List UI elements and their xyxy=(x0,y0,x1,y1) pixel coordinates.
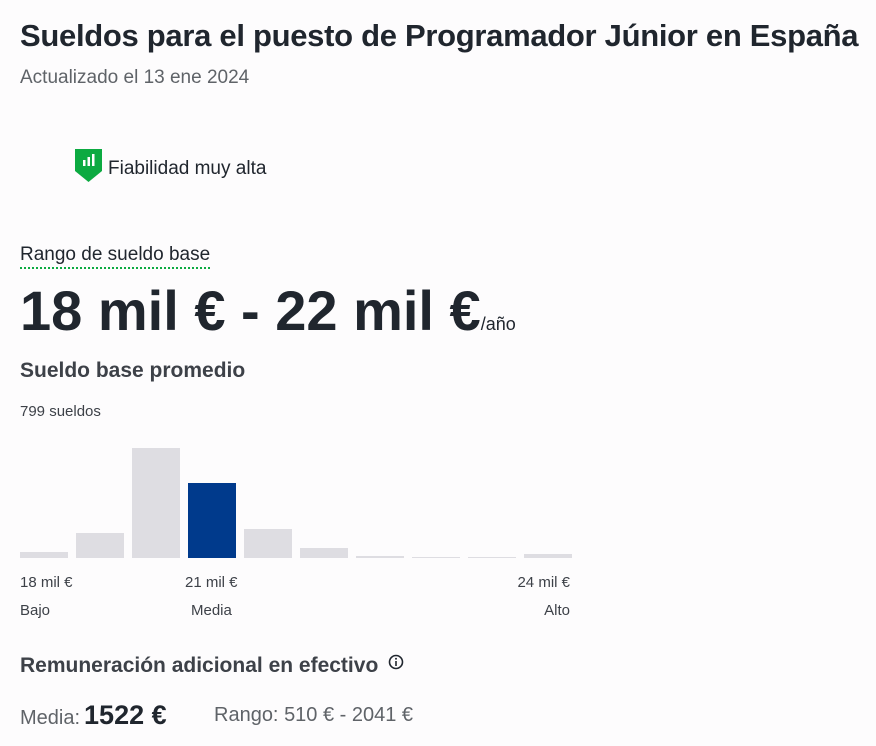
base-pay-range: 18 mil € - 22 mil €/año xyxy=(20,278,516,343)
tick-value: 24 mil € xyxy=(517,574,570,591)
updated-date: Actualizado el 13 ene 2024 xyxy=(20,67,250,88)
median-label: Media: xyxy=(20,707,81,729)
cash-title-text: Remuneración adicional en efectivo xyxy=(20,654,379,677)
tick-value: 18 mil € xyxy=(20,574,73,591)
cash-median: Media: 1522 € xyxy=(20,700,167,731)
histogram-bar xyxy=(132,448,180,558)
salary-count: 799 sueldos xyxy=(20,403,101,420)
average-title: Sueldo base promedio xyxy=(20,359,246,382)
cash-title: Remuneración adicional en efectivo xyxy=(20,654,404,678)
range-label: Rango: xyxy=(214,704,279,726)
median-value: 1522 € xyxy=(84,700,167,730)
tick-label: Media xyxy=(191,602,232,619)
histogram-bar xyxy=(524,554,572,558)
period: /año xyxy=(480,314,516,334)
histogram-bar xyxy=(76,533,124,558)
range: 18 mil € - 22 mil € xyxy=(20,279,481,342)
cash-range: Rango: 510 € - 2041 € xyxy=(214,704,413,727)
histogram-bar xyxy=(356,556,404,558)
info-icon[interactable] xyxy=(388,654,404,670)
histogram-bar xyxy=(412,557,460,558)
range-value: 510 € - 2041 € xyxy=(284,704,414,726)
histogram-bar xyxy=(300,548,348,558)
histogram-bar xyxy=(468,557,516,558)
tick-value: 21 mil € xyxy=(185,574,238,591)
histogram-bar xyxy=(244,529,292,558)
base-pay-label[interactable]: Rango de sueldo base xyxy=(20,244,211,269)
histogram-bar xyxy=(20,552,68,558)
page-title: Sueldos para el puesto de Programador Jú… xyxy=(20,18,859,53)
reliability: Fiabilidad muy alta xyxy=(108,158,267,179)
histogram-bar xyxy=(188,483,236,558)
tick-label: Alto xyxy=(544,602,570,619)
reliability-icon xyxy=(75,149,102,182)
tick-label: Bajo xyxy=(20,602,51,619)
